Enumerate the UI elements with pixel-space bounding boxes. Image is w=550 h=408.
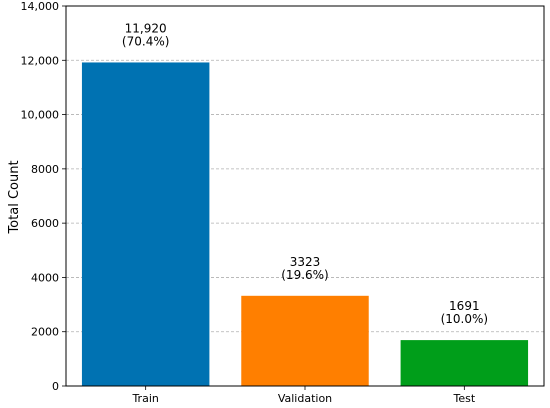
y-tick-label: 10,000: [21, 109, 60, 122]
x-tick-label: Validation: [278, 392, 332, 405]
x-tick-label: Train: [131, 392, 158, 405]
y-tick-label: 8000: [31, 163, 59, 176]
bar-value-label: 3323: [290, 255, 321, 269]
y-tick-label: 0: [52, 380, 59, 393]
bars-layer: [81, 62, 529, 386]
bar-percent-label: (10.0%): [441, 312, 488, 326]
y-axis-label: Total Count: [7, 160, 22, 234]
bar-value-label: 11,920: [125, 21, 167, 35]
bar-test: [400, 340, 529, 386]
axes-layer: 0 2000 4000 6000 8000 10,000 12,000 14,000 Train…: [21, 0, 545, 405]
y-tick-label: 6000: [31, 217, 59, 230]
bar-train: [81, 62, 210, 386]
y-tick-label: 14,000: [21, 0, 60, 13]
bar-percent-label: (19.6%): [281, 268, 328, 282]
y-tick-label: 12,000: [21, 54, 60, 67]
bar-value-label: 1691: [449, 299, 480, 313]
bar-percent-label: (70.4%): [122, 34, 169, 48]
y-tick-label: 4000: [31, 271, 59, 284]
data-labels-layer: 11,920(70.4%) 3323(19.6%) 1691(10.0%): [122, 21, 488, 326]
y-tick-label: 2000: [31, 326, 59, 339]
x-tick-label: Test: [452, 392, 475, 405]
bar-validation: [241, 295, 369, 386]
plot-frame: [65, 5, 545, 387]
